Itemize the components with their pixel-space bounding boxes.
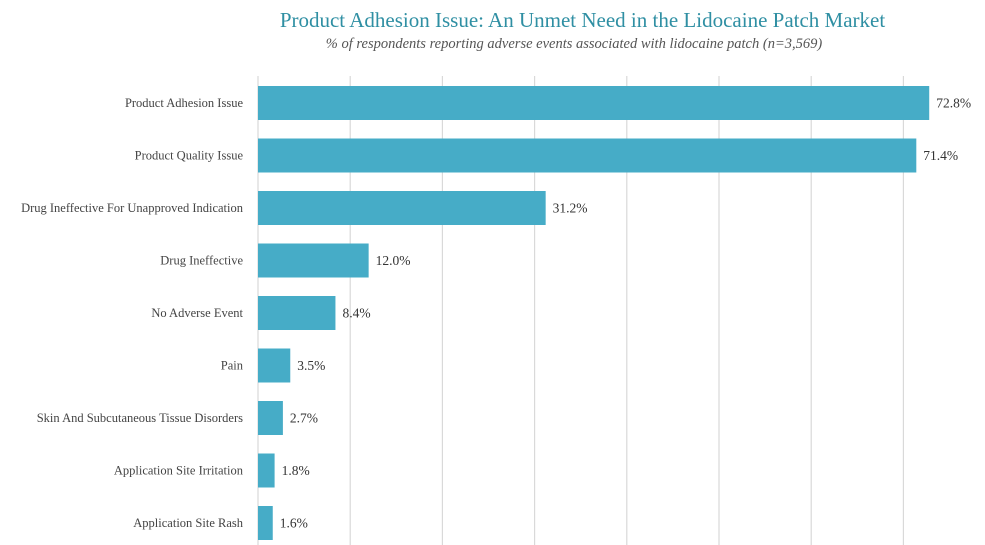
bar [258,348,291,383]
category-label: Product Quality Issue [135,149,244,163]
bar [258,453,275,488]
bar [258,243,369,278]
bar [258,86,930,120]
data-label: 31.2% [553,201,588,216]
category-label: Product Adhesion Issue [125,96,244,110]
bar [258,296,336,330]
data-label: 12.0% [376,253,411,268]
data-label: 2.7% [290,411,318,426]
category-label: Application Site Irritation [114,464,244,478]
chart-title: Product Adhesion Issue: An Unmet Need in… [279,8,886,32]
category-label: Drug Ineffective For Unapproved Indicati… [21,201,244,215]
bar [258,138,917,173]
bar [258,401,283,435]
data-label: 8.4% [342,306,370,321]
category-label: No Adverse Event [151,306,243,320]
data-label: 3.5% [297,358,325,373]
data-label: 72.8% [936,96,971,111]
category-label: Drug Ineffective [160,254,243,268]
data-label: 1.6% [280,516,308,531]
chart-subtitle: % of respondents reporting adverse event… [325,36,823,52]
data-label: 1.8% [282,463,310,478]
category-label: Application Site Rash [133,516,243,530]
data-label: 71.4% [923,148,958,163]
bar [258,506,273,540]
category-label: Pain [221,359,244,373]
category-label: Skin And Subcutaneous Tissue Disorders [37,411,243,425]
bar [258,191,546,225]
